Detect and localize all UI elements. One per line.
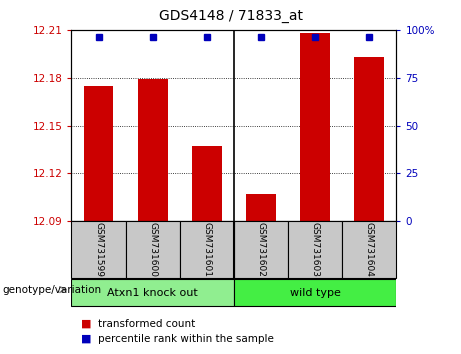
Text: genotype/variation: genotype/variation	[2, 285, 101, 295]
Bar	[71, 279, 234, 307]
Bar	[180, 221, 234, 278]
Bar	[288, 221, 342, 278]
Bar	[192, 146, 222, 221]
Bar	[125, 221, 180, 278]
Bar	[71, 221, 125, 278]
Text: transformed count: transformed count	[98, 319, 195, 329]
Text: GDS4148 / 71833_at: GDS4148 / 71833_at	[159, 9, 302, 23]
Text: ■: ■	[81, 334, 91, 344]
Text: percentile rank within the sample: percentile rank within the sample	[98, 334, 274, 344]
Text: GSM731600: GSM731600	[148, 222, 157, 277]
Text: GSM731602: GSM731602	[256, 222, 266, 277]
Bar	[138, 80, 168, 221]
Text: GSM731599: GSM731599	[94, 222, 103, 277]
Bar	[234, 221, 288, 278]
Bar	[342, 221, 396, 278]
Text: GSM731601: GSM731601	[202, 222, 212, 277]
Bar	[355, 57, 384, 221]
Text: GSM731603: GSM731603	[311, 222, 320, 277]
Bar	[83, 86, 113, 221]
Text: ■: ■	[81, 319, 91, 329]
Bar	[300, 33, 330, 221]
Text: wild type: wild type	[290, 288, 341, 298]
Text: GSM731604: GSM731604	[365, 222, 374, 277]
Bar	[246, 194, 276, 221]
Bar	[234, 279, 396, 307]
Text: Atxn1 knock out: Atxn1 knock out	[107, 288, 198, 298]
